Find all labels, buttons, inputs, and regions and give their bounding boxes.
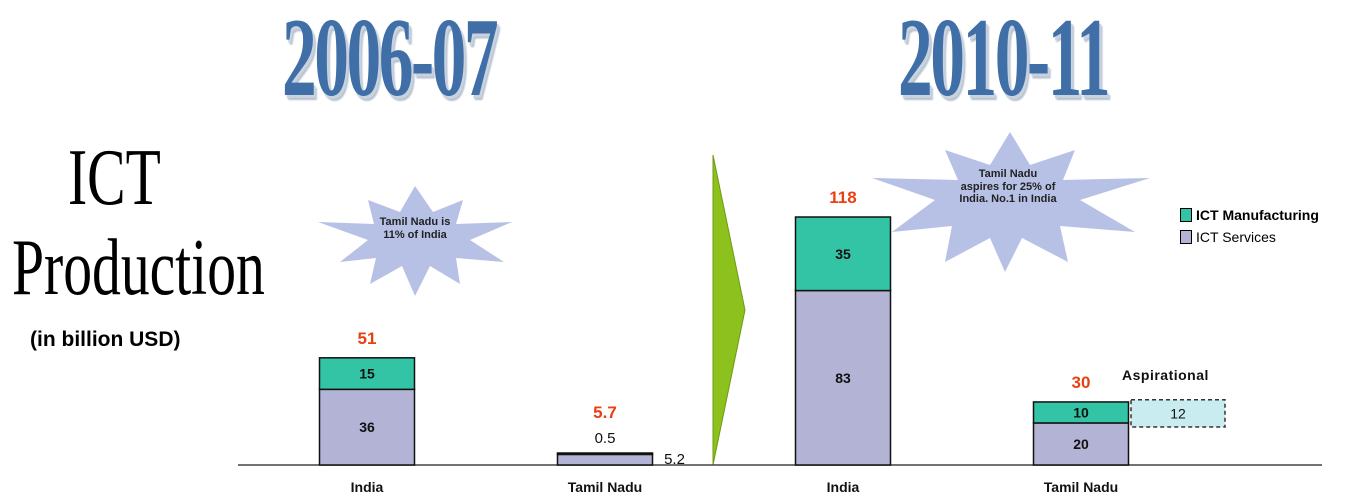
callout-star-right [872,132,1150,272]
label-aspirational-value: 12 [1170,405,1186,421]
category-label-2: India [827,479,860,495]
label-manufacturing-1: 0.5 [595,430,616,447]
label-services-3: 20 [1073,436,1089,452]
bar-manufacturing-3 [1032,401,1130,424]
main-title-line1: ICT [68,134,161,222]
legend-item-manufacturing: ICT Manufacturing [1180,207,1319,223]
label-services-2: 83 [835,370,851,386]
legend-item-services: ICT Services [1180,229,1319,245]
transition-arrow [712,154,746,466]
callout-text-left: Tamil Nadu is 11% of India [379,216,451,241]
category-label-1: Tamil Nadu [568,479,642,495]
bar-services-2 [794,289,892,466]
label-total-2: 118 [829,188,856,207]
label-total-0: 51 [358,329,377,348]
bar-manufacturing-0 [318,357,416,391]
bar-services-1 [556,453,654,466]
main-title-line2: Production [12,224,265,312]
label-manufacturing-3: 10 [1073,404,1089,420]
unit-subtitle: (in billion USD) [30,328,181,351]
label-services-0: 36 [359,419,375,435]
label-manufacturing-2: 35 [835,246,851,262]
period-title-left: 2006-07 [282,0,499,120]
aspirational-label: Aspirational [1122,367,1209,383]
label-total-3: 30 [1072,373,1091,392]
callout-text-right: Tamil Nadu aspires for 25% of India. No.… [959,168,1057,206]
period-title-right: 2010-11 [898,0,1111,120]
label-manufacturing-0: 15 [359,366,375,382]
legend-label-manufacturing: ICT Manufacturing [1196,207,1319,223]
label-services-1: 5.2 [664,451,685,468]
legend-label-services: ICT Services [1196,229,1276,245]
label-total-1: 5.7 [593,403,617,422]
category-label-3: Tamil Nadu [1044,479,1118,495]
legend-swatch-services [1180,230,1192,244]
category-label-0: India [351,479,384,495]
bar-services-0 [318,388,416,466]
legend: ICT Manufacturing ICT Services [1180,207,1319,245]
legend-swatch-manufacturing [1180,208,1192,222]
bar-manufacturing-1 [556,452,654,456]
bar-aspirational [1130,399,1226,428]
bar-manufacturing-2 [794,216,892,292]
callout-star-left [318,186,512,296]
